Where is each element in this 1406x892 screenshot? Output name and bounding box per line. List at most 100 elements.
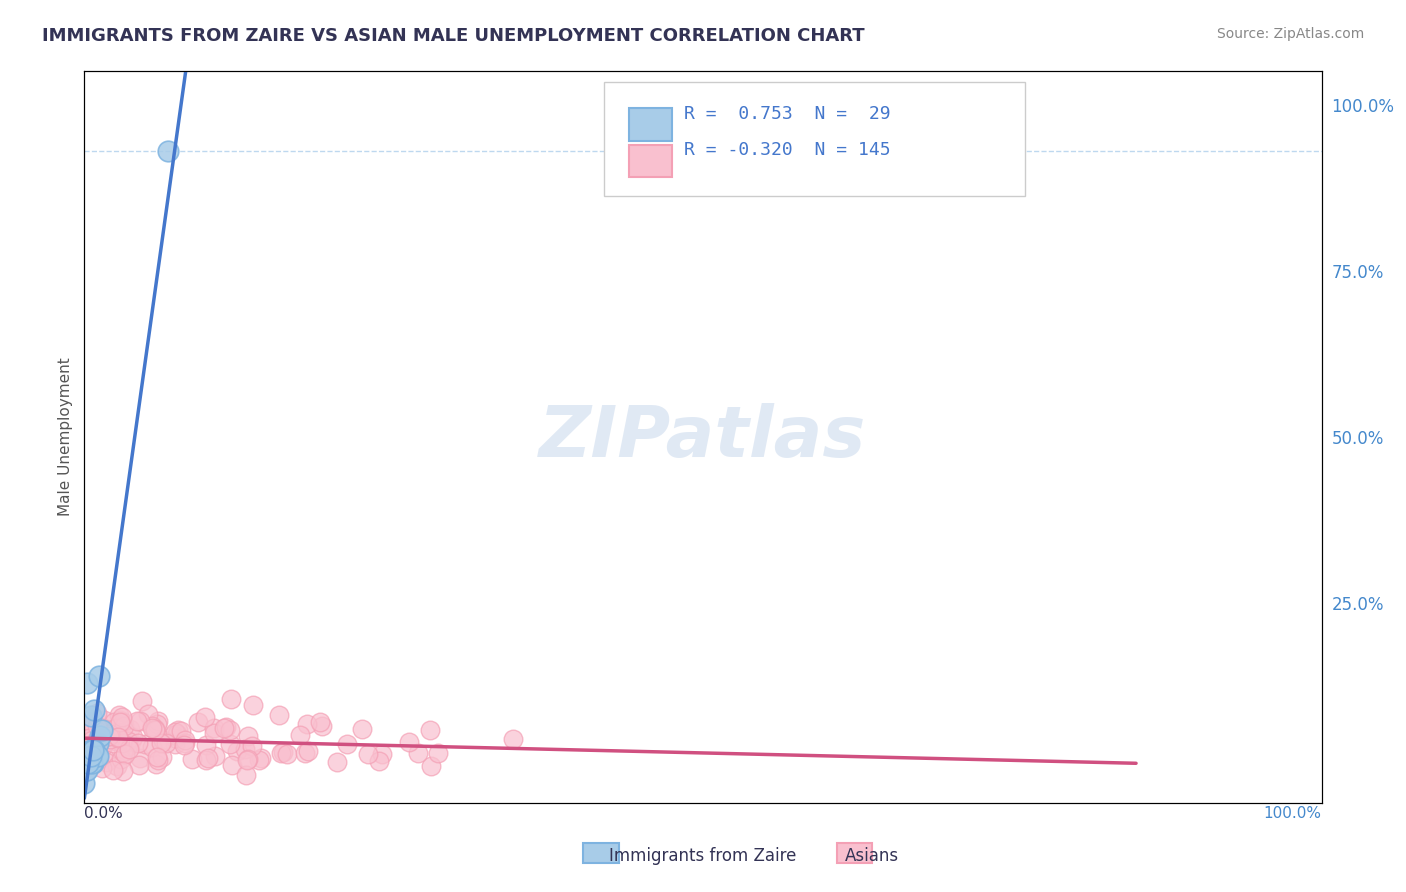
Point — [79, 749, 101, 764]
Point — [297, 716, 319, 731]
Point — [143, 723, 166, 737]
Point — [371, 747, 394, 761]
Point — [194, 754, 217, 768]
Point — [77, 723, 100, 738]
Point — [108, 715, 131, 730]
Point — [105, 759, 128, 773]
Point — [107, 735, 129, 749]
FancyBboxPatch shape — [628, 145, 672, 178]
Point — [143, 723, 166, 737]
Point — [146, 753, 169, 767]
Point — [152, 733, 174, 747]
Point — [80, 741, 103, 756]
Point — [145, 749, 167, 764]
Point — [75, 763, 97, 777]
Point — [233, 742, 256, 756]
Point — [406, 746, 429, 760]
Point — [117, 739, 139, 753]
Text: ZIPatlas: ZIPatlas — [540, 402, 866, 472]
Point — [128, 757, 150, 772]
Point — [79, 756, 101, 770]
Point — [162, 728, 184, 742]
Point — [269, 707, 291, 722]
Point — [112, 719, 135, 733]
Point — [76, 676, 98, 690]
Point — [146, 714, 169, 728]
Point — [242, 698, 264, 713]
Point — [79, 742, 101, 756]
Point — [157, 144, 180, 158]
Point — [93, 749, 115, 764]
Point — [426, 746, 449, 760]
Point — [134, 737, 156, 751]
Y-axis label: Male Unemployment: Male Unemployment — [58, 358, 73, 516]
Point — [195, 738, 218, 752]
Point — [131, 694, 153, 708]
Point — [87, 736, 110, 750]
Point — [93, 713, 115, 727]
Point — [83, 703, 105, 717]
Point — [170, 724, 193, 739]
Point — [79, 749, 101, 764]
Point — [107, 731, 129, 745]
Point — [94, 755, 117, 769]
Point — [73, 759, 96, 773]
Text: 100.0%: 100.0% — [1264, 806, 1322, 822]
Point — [89, 669, 111, 683]
Point — [145, 757, 167, 772]
Point — [120, 735, 142, 749]
Point — [122, 730, 145, 744]
Point — [193, 710, 215, 724]
Point — [107, 730, 129, 744]
Point — [77, 749, 100, 764]
Point — [215, 720, 238, 734]
Point — [117, 734, 139, 748]
Point — [84, 734, 107, 748]
Text: 0.0%: 0.0% — [84, 806, 124, 822]
Point — [101, 736, 124, 750]
Point — [103, 714, 125, 729]
Point — [187, 714, 209, 729]
Point — [76, 721, 98, 735]
Point — [82, 733, 104, 747]
Point — [180, 752, 202, 766]
Point — [290, 728, 312, 742]
Point — [114, 747, 136, 761]
Point — [94, 731, 117, 745]
Point — [86, 719, 108, 733]
Point — [83, 742, 105, 756]
Point — [73, 776, 96, 790]
Point — [97, 723, 120, 738]
Point — [247, 753, 270, 767]
FancyBboxPatch shape — [628, 108, 672, 141]
Point — [104, 721, 127, 735]
Text: R =  0.753  N =  29: R = 0.753 N = 29 — [685, 104, 891, 123]
Point — [236, 729, 259, 743]
Point — [89, 721, 111, 735]
Point — [165, 731, 187, 746]
Point — [96, 734, 118, 748]
Point — [90, 740, 112, 755]
Point — [129, 751, 152, 765]
Point — [250, 751, 273, 765]
Point — [96, 725, 118, 739]
Text: Asians: Asians — [845, 847, 898, 865]
Point — [202, 726, 225, 740]
Point — [80, 739, 103, 753]
Point — [80, 742, 103, 756]
Point — [84, 746, 107, 760]
Point — [294, 746, 316, 760]
Point — [309, 714, 332, 729]
Point — [86, 725, 108, 739]
Point — [86, 749, 108, 764]
Point — [141, 740, 163, 755]
Text: Source: ZipAtlas.com: Source: ZipAtlas.com — [1216, 27, 1364, 41]
Point — [212, 721, 235, 735]
Point — [204, 748, 226, 763]
Text: Immigrants from Zaire: Immigrants from Zaire — [609, 847, 797, 865]
Point — [90, 723, 112, 737]
Point — [73, 714, 96, 728]
Point — [420, 759, 443, 773]
Point — [75, 756, 97, 770]
Point — [98, 729, 121, 743]
